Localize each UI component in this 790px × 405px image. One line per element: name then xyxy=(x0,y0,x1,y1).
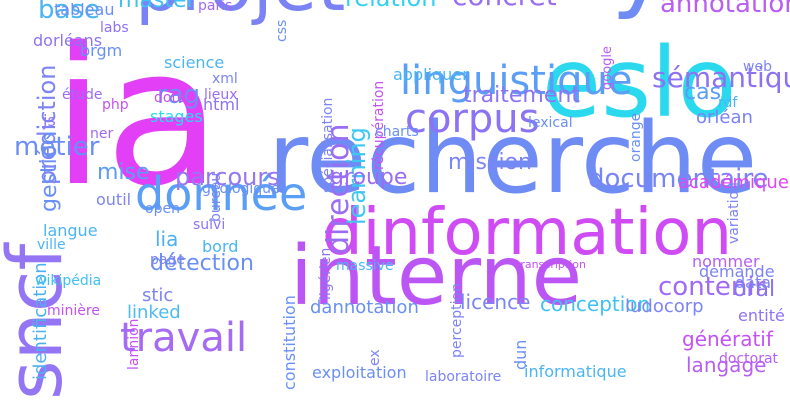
cloud-word: dorléans xyxy=(33,31,103,51)
cloud-word: bord xyxy=(202,237,239,257)
cloud-word: outil xyxy=(96,190,132,210)
cloud-word: relation xyxy=(345,0,436,10)
cloud-word: css xyxy=(274,19,291,42)
cloud-word: rag xyxy=(157,80,201,111)
cloud-word: minière xyxy=(47,302,100,319)
cloud-word: licence xyxy=(460,290,531,314)
cloud-word: métier xyxy=(14,132,100,163)
cloud-word: dinformation xyxy=(322,195,732,270)
cloud-word: laboratoire xyxy=(425,368,502,385)
cloud-word: base xyxy=(38,0,100,26)
cloud-word: tableau xyxy=(54,0,115,20)
cloud-word: exploitation xyxy=(312,363,407,383)
cloud-word: académique xyxy=(678,171,789,193)
cloud-word: master xyxy=(118,0,196,14)
cloud-word: détection xyxy=(150,251,254,277)
cloud-word: appliquer xyxy=(393,65,469,85)
cloud-word: sémantique xyxy=(652,60,790,94)
cloud-word: donnée xyxy=(135,167,308,222)
cloud-word: ligérien xyxy=(318,247,335,300)
cloud-word: xml xyxy=(212,70,238,87)
cloud-word: paris xyxy=(198,0,233,14)
cloud-word: corpus xyxy=(405,96,540,142)
cloud-word: mise xyxy=(97,160,150,186)
cloud-word: demande xyxy=(699,262,775,282)
cloud-word: contenir xyxy=(658,272,766,303)
cloud-word: constitution xyxy=(279,295,299,390)
cloud-word: perception xyxy=(449,283,466,358)
cloud-word: data xyxy=(735,273,772,293)
cloud-word: langage xyxy=(686,353,767,377)
cloud-word: eslo xyxy=(542,27,737,140)
cloud-word: web xyxy=(743,58,772,75)
cloud-word: google xyxy=(600,45,616,90)
cloud-word: génératif xyxy=(682,327,773,351)
cloud-word: langue xyxy=(43,221,98,241)
cloud-word: labs xyxy=(100,19,129,36)
cloud-word: ludocorp xyxy=(625,295,704,317)
cloud-word: stic xyxy=(142,284,174,306)
cloud-word: brgm xyxy=(80,41,123,61)
cloud-word: parcours xyxy=(175,162,280,191)
cloud-word: php xyxy=(102,96,129,113)
cloud-word: orléan xyxy=(696,106,753,128)
cloud-word: doter xyxy=(154,89,192,106)
cloud-word: lexical xyxy=(528,114,573,131)
cloud-word: variation xyxy=(726,182,743,244)
cloud-word: massive xyxy=(336,257,394,274)
cloud-word: orange xyxy=(628,112,645,162)
cloud-word: transcription xyxy=(516,258,586,272)
cloud-word: nommer xyxy=(692,252,760,272)
cloud-word: tal xyxy=(62,0,338,15)
cloud-word: annotation xyxy=(660,0,790,20)
cloud-word: mission xyxy=(448,150,532,176)
cloud-word: projet xyxy=(135,0,345,21)
cloud-word: js xyxy=(43,111,56,131)
cloud-word: oral xyxy=(733,277,776,303)
cloud-word: ner xyxy=(90,125,114,142)
cloud-word: science xyxy=(164,53,225,73)
cloud-word: recherche xyxy=(268,101,758,216)
cloud-word: dannotation xyxy=(310,296,419,318)
cloud-word: travail xyxy=(120,315,248,361)
cloud-word: entité xyxy=(738,306,785,326)
cloud-word: lia xyxy=(155,227,179,251)
cloud-word: traitement xyxy=(463,83,580,109)
cloud-word: interne xyxy=(290,229,583,325)
cloud-word: géologiques xyxy=(202,180,287,197)
cloud-word: documentaire xyxy=(588,164,769,195)
cloud-word: étude xyxy=(62,86,103,103)
cloud-word: conception xyxy=(540,292,651,316)
cloud-word: page xyxy=(150,251,185,268)
cloud-word: suivi xyxy=(193,216,226,233)
cloud-word: stages xyxy=(150,107,203,127)
cloud-word: groupe xyxy=(330,165,408,191)
cloud-word: analyse xyxy=(397,0,784,14)
cloud-word: lannion xyxy=(126,318,143,370)
cloud-word: charts xyxy=(375,123,419,140)
cloud-word: open xyxy=(145,200,180,217)
cloud-word: linked xyxy=(127,301,181,323)
cloud-word: rdf xyxy=(718,94,738,111)
cloud-word: cas xyxy=(684,80,722,106)
cloud-word: informatique xyxy=(524,362,627,382)
cloud-word: concret xyxy=(452,0,557,10)
cloud-word: ia xyxy=(52,7,222,228)
cloud-word: lieux xyxy=(204,86,238,103)
cloud-word: spécialisation xyxy=(320,97,337,193)
cloud-word: ville xyxy=(37,236,66,253)
cloud-word: html xyxy=(203,95,240,115)
cloud-word: doctorat xyxy=(719,350,779,367)
cloud-word: linguistique xyxy=(400,58,633,104)
cloud-word: wikipédia xyxy=(35,272,102,289)
